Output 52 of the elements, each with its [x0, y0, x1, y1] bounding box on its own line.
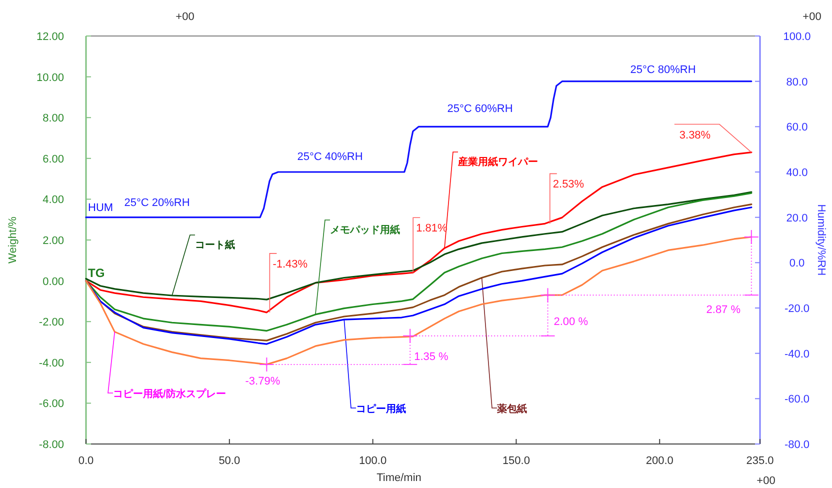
y-tick-label: -4.00 — [38, 357, 64, 370]
text: +00 — [176, 11, 194, 23]
text: コピー用紙/防水スプレー — [113, 388, 226, 400]
y2-tick-label: 80.0 — [786, 76, 808, 88]
annotation: 25°C 60%RH — [447, 103, 513, 115]
text: 薬包紙 — [496, 403, 527, 415]
y-tick-label: 4.00 — [42, 194, 64, 206]
y-tick-label: -2.00 — [38, 316, 64, 329]
y2-tick-label: 100.0 — [783, 31, 811, 43]
x-tick-label: 100.0 — [359, 455, 387, 467]
annotation: 3.38% — [679, 129, 711, 142]
annotation: TG — [88, 266, 105, 280]
y-tick-label: 12.00 — [36, 31, 64, 43]
annotation: 2.53% — [552, 178, 584, 191]
y-tick-label: -8.00 — [38, 439, 64, 451]
y2-tick-label: -40.0 — [784, 348, 810, 360]
x-tick-label: 50.0 — [218, 455, 240, 467]
annotation: 25°C 20%RH — [124, 197, 190, 209]
y2-tick-label: -80.0 — [784, 439, 810, 451]
y2-tick-label: -60.0 — [784, 394, 810, 406]
x-tick-label: 150.0 — [502, 455, 530, 467]
y-axis-title: Weight/% — [7, 216, 19, 264]
text: コート紙 — [195, 239, 235, 251]
annotation: 25°C 40%RH — [297, 151, 363, 163]
series-label: HUM — [88, 202, 114, 214]
text: 産業用紙ワイパー — [457, 156, 538, 168]
y2-tick-label: 20.0 — [786, 212, 808, 224]
y-tick-label: 8.00 — [42, 112, 64, 125]
y2-tick-label: 60.0 — [786, 122, 808, 134]
annotation: 2.00 % — [554, 316, 588, 328]
x-axis-title: Time/min — [376, 472, 422, 484]
text: メモパッド用紙 — [330, 224, 400, 236]
y-tick-label: -6.00 — [38, 398, 64, 410]
annotation: 2.87 % — [706, 304, 741, 316]
y-tick-label: 6.00 — [42, 153, 64, 166]
annotation: -1.43% — [272, 258, 308, 270]
annotation: -3.79% — [245, 375, 280, 388]
x-tick-label: 0.0 — [78, 455, 94, 467]
y-tick-label: 0.00 — [42, 276, 64, 288]
x-tick-label: 235.0 — [746, 455, 774, 467]
y2-tick-label: 40.0 — [786, 167, 808, 179]
y2-tick-label: 0.0 — [789, 258, 805, 270]
y-tick-label: 2.00 — [42, 235, 64, 247]
y2-axis-title: Humidity/%RH — [815, 204, 827, 276]
x-tick-label: 200.0 — [646, 455, 674, 467]
annotation: 1.35 % — [414, 350, 449, 363]
text: +00 — [756, 475, 776, 487]
annotation: 25°C 80%RH — [630, 64, 696, 76]
text: +00 — [802, 11, 822, 23]
text: コピー用紙 — [356, 403, 406, 415]
y2-tick-label: -20.0 — [784, 303, 810, 315]
y-tick-label: 10.00 — [36, 72, 64, 84]
